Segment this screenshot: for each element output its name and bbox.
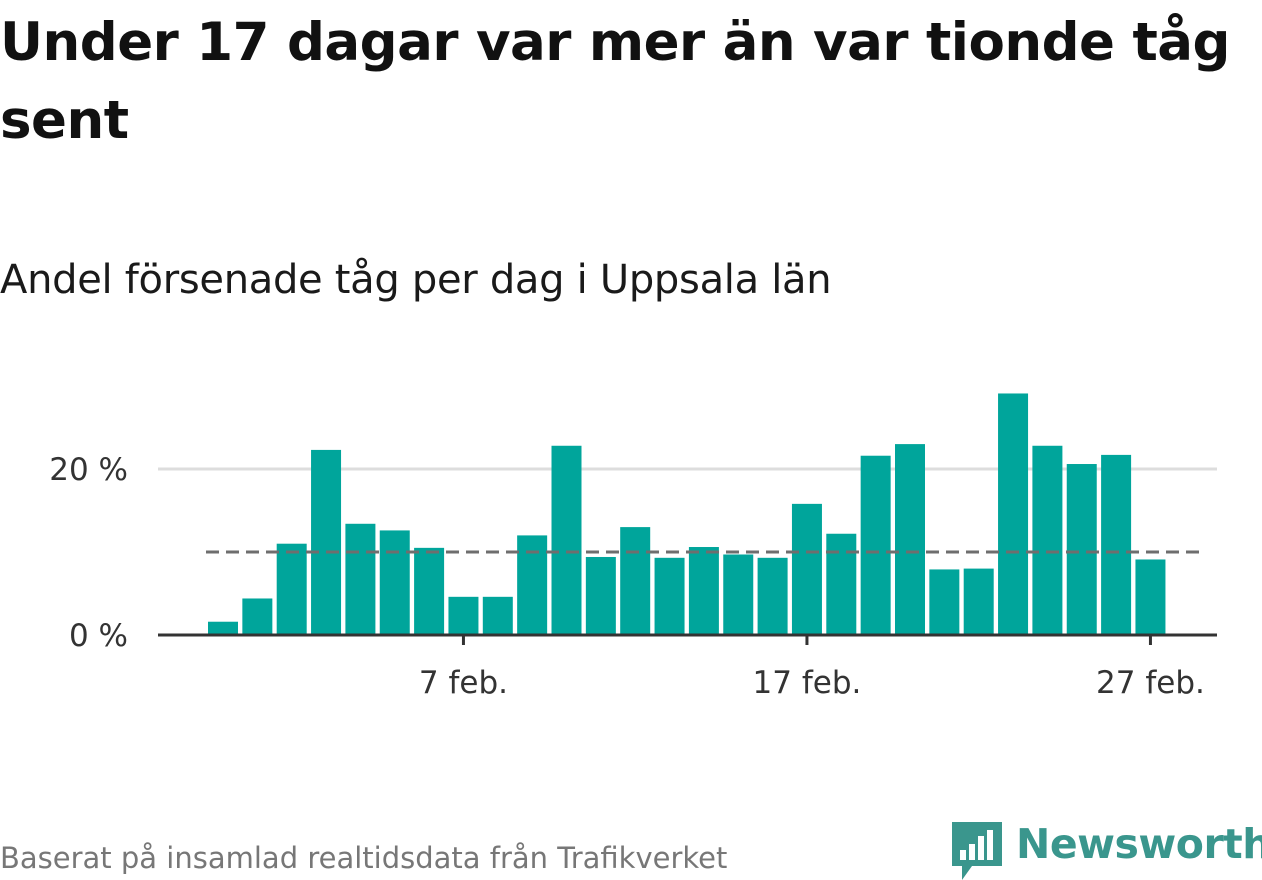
bar: [208, 621, 238, 635]
chart-title: Under 17 dagar var mer än var tionde tåg…: [0, 12, 1230, 151]
bar: [242, 598, 273, 635]
bar: [895, 444, 925, 635]
bar: [1066, 464, 1097, 635]
x-tick-label: 7 feb.: [419, 665, 508, 701]
bar: [929, 569, 960, 635]
bar: [757, 557, 788, 635]
bar: [379, 530, 410, 635]
x-tick-label: 17 feb.: [753, 665, 862, 701]
bars: [208, 393, 1166, 635]
bar: [414, 547, 445, 635]
bar: [963, 568, 994, 635]
x-tick-label: 27 feb.: [1096, 665, 1205, 701]
bar: [482, 596, 513, 635]
bar: [585, 556, 616, 635]
bar: [998, 393, 1029, 635]
bar: [791, 503, 822, 635]
bar-chart-speech-bubble-icon: [952, 822, 1002, 880]
bar: [723, 554, 754, 635]
x-axis: 7 feb. 17 feb. 27 feb.: [158, 633, 1217, 701]
bar: [345, 523, 376, 635]
y-axis-tick-labels: 0 % 20 %: [49, 452, 128, 654]
brand-logo: Newsworthy: [950, 818, 1262, 880]
bar: [448, 596, 479, 635]
bar: [1135, 559, 1166, 635]
bar: [311, 449, 342, 635]
y-tick-label: 20 %: [49, 452, 128, 488]
bar: [654, 557, 685, 635]
bar: [860, 455, 891, 635]
brand-name: Newsworthy: [1016, 820, 1262, 868]
bar: [1032, 445, 1063, 635]
chart-subtitle: Andel försenade tåg per dag i Uppsala lä…: [0, 257, 832, 303]
bar: [276, 543, 307, 635]
source-note: Baserat på insamlad realtidsdata från Tr…: [0, 841, 728, 875]
bar: [1101, 454, 1132, 635]
bar: [688, 547, 719, 635]
bar: [826, 533, 857, 635]
bar: [517, 535, 548, 635]
bar: [620, 527, 651, 635]
y-tick-label: 0 %: [69, 618, 128, 654]
bar: [551, 445, 582, 635]
